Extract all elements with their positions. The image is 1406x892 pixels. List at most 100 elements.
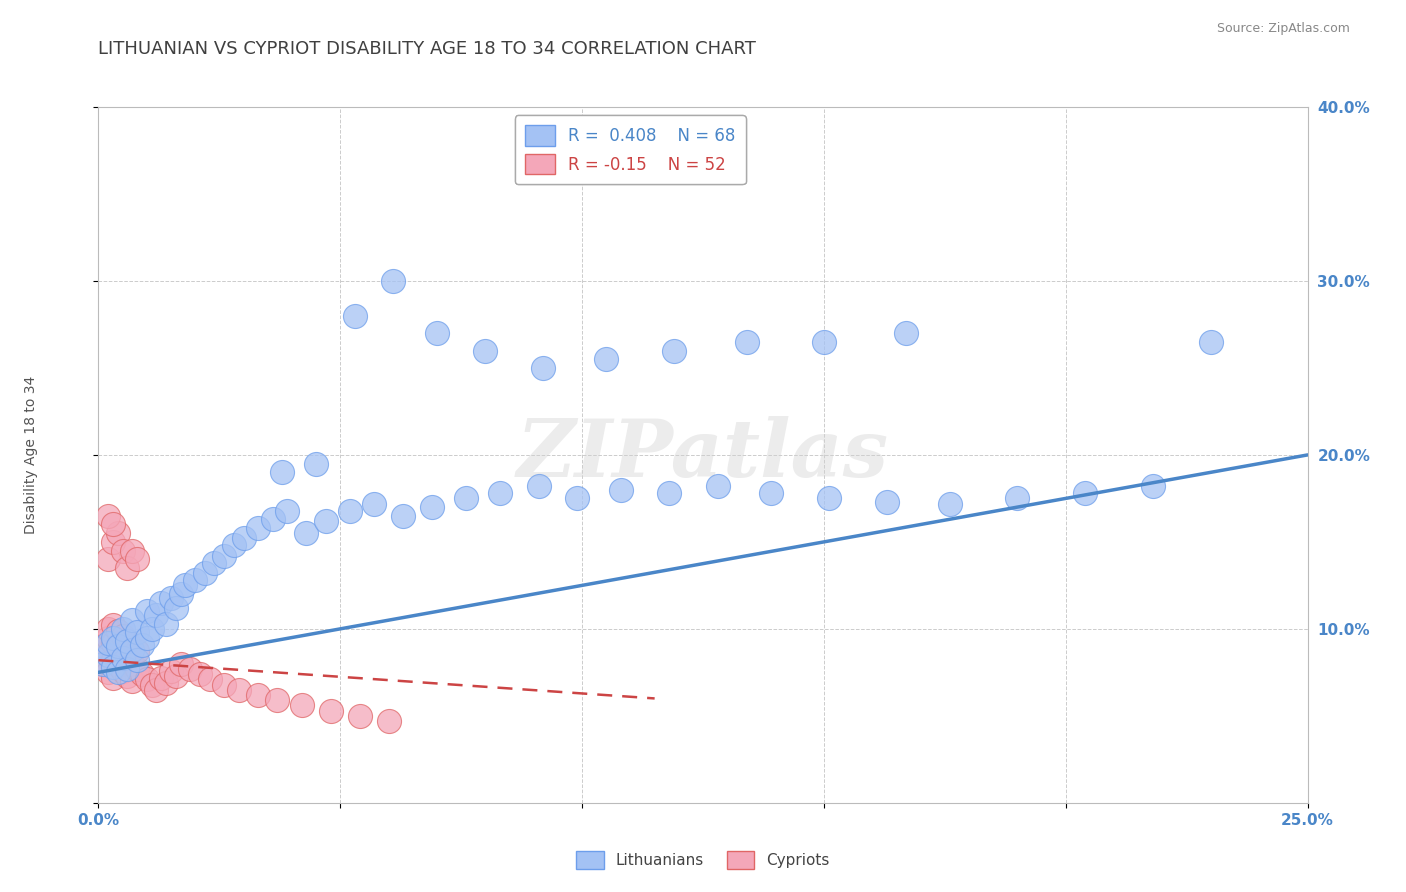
Point (101, 534, 124, 549)
Legend: Lithuanians, Cypriots: Lithuanians, Cypriots (569, 845, 837, 875)
Point (735, 334, 758, 349)
Text: LITHUANIAN VS CYPRIOT DISABILITY AGE 18 TO 34 CORRELATION CHART: LITHUANIAN VS CYPRIOT DISABILITY AGE 18 … (98, 40, 756, 58)
Point (97, 508, 120, 523)
Point (107, 665, 129, 680)
Point (262, 512, 284, 526)
Point (706, 479, 728, 493)
Point (184, 573, 207, 587)
Point (160, 591, 183, 605)
Point (1142, 479, 1164, 493)
Point (247, 521, 270, 535)
Point (107, 640, 129, 655)
Point (295, 526, 318, 541)
Point (111, 646, 134, 660)
Point (377, 714, 399, 728)
Point (165, 601, 187, 615)
Point (141, 622, 163, 636)
Point (117, 651, 139, 665)
Point (145, 682, 167, 697)
Point (135, 605, 157, 619)
Point (179, 662, 201, 676)
Point (127, 552, 149, 566)
Point (1074, 486, 1097, 500)
Point (135, 673, 157, 687)
Point (232, 532, 254, 546)
Point (121, 657, 143, 671)
Point (339, 503, 361, 517)
Point (117, 634, 139, 648)
Point (97, 648, 120, 662)
Point (595, 352, 617, 367)
Point (266, 693, 288, 707)
Point (1199, 334, 1222, 349)
Point (117, 634, 139, 648)
Point (111, 651, 134, 665)
Point (101, 671, 124, 685)
Point (117, 669, 139, 683)
Point (155, 616, 177, 631)
Point (876, 495, 898, 509)
Point (228, 682, 250, 697)
Point (271, 466, 294, 480)
Point (247, 688, 270, 702)
Point (759, 486, 782, 500)
Point (204, 556, 226, 570)
Point (420, 500, 443, 514)
Point (121, 674, 143, 689)
Point (117, 662, 139, 676)
Point (141, 677, 163, 691)
Y-axis label: Disability Age 18 to 34: Disability Age 18 to 34 (24, 376, 38, 534)
Point (155, 675, 177, 690)
Point (662, 343, 685, 358)
Point (150, 671, 173, 685)
Point (121, 642, 143, 657)
Point (135, 631, 157, 645)
Point (290, 698, 312, 713)
Point (813, 334, 835, 349)
Point (315, 514, 337, 528)
Point (276, 503, 298, 517)
Point (121, 613, 143, 627)
Point (212, 677, 235, 691)
Point (101, 618, 124, 632)
Point (107, 624, 129, 638)
Point (527, 479, 550, 493)
Point (194, 566, 217, 581)
Point (107, 526, 129, 541)
Point (305, 457, 328, 471)
Point (174, 578, 197, 592)
Point (817, 491, 839, 506)
Point (531, 360, 554, 375)
Point (97, 552, 120, 566)
Point (212, 549, 235, 563)
Point (101, 660, 124, 674)
Point (97, 636, 120, 650)
Point (117, 561, 139, 575)
Point (91, 639, 114, 653)
Point (111, 664, 134, 678)
Point (111, 622, 134, 636)
Point (101, 517, 124, 532)
Point (474, 343, 496, 358)
Point (150, 596, 173, 610)
Point (938, 497, 960, 511)
Point (392, 508, 415, 523)
Point (101, 631, 124, 645)
Point (107, 639, 129, 653)
Point (127, 625, 149, 640)
Point (319, 704, 342, 718)
Point (169, 587, 191, 601)
Point (131, 667, 153, 681)
Point (382, 274, 405, 288)
Point (127, 653, 149, 667)
Point (127, 644, 149, 658)
Point (426, 326, 449, 340)
Point (169, 657, 191, 671)
Point (145, 607, 167, 622)
Point (107, 658, 129, 673)
Point (121, 543, 143, 558)
Point (658, 486, 681, 500)
Legend: R =  0.408    N = 68, R = -0.15    N = 52: R = 0.408 N = 68, R = -0.15 N = 52 (515, 115, 745, 185)
Point (165, 669, 187, 683)
Point (894, 326, 917, 340)
